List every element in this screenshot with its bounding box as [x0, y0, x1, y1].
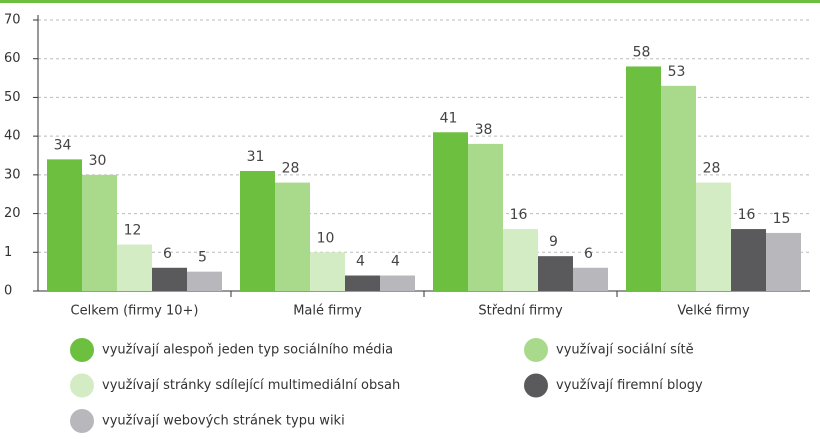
bar — [187, 271, 222, 291]
bar — [380, 275, 415, 291]
value-label: 10 — [317, 230, 335, 246]
bar — [468, 143, 503, 291]
x-tick-label: Malé firmy — [293, 304, 362, 319]
y-tick-label: 60 — [4, 51, 21, 66]
bar — [538, 256, 573, 291]
bar — [82, 174, 117, 291]
bar — [152, 267, 187, 291]
legend-label: využívají webových stránek typu wiki — [102, 414, 345, 429]
y-tick-label: 1 — [4, 245, 12, 260]
y-tick-label: 50 — [4, 90, 21, 105]
x-tick-label: Celkem (firmy 10+) — [71, 304, 199, 319]
legend-label: využívají stránky sdílející multimediáln… — [102, 378, 400, 393]
bar — [310, 252, 345, 291]
y-tick-label: 30 — [4, 167, 21, 182]
top-rule — [0, 0, 820, 3]
legend-swatch — [524, 373, 548, 398]
legend-swatch — [70, 373, 94, 398]
value-label: 53 — [668, 64, 686, 80]
value-label: 41 — [440, 110, 458, 126]
value-label: 30 — [89, 153, 107, 169]
bar — [240, 170, 275, 291]
value-label: 6 — [163, 246, 172, 262]
bar — [626, 66, 661, 291]
value-label: 5 — [198, 250, 207, 266]
value-label: 38 — [475, 122, 493, 138]
value-label: 31 — [247, 149, 265, 165]
value-label: 34 — [54, 137, 72, 153]
value-label: 58 — [633, 44, 651, 60]
bar — [433, 132, 468, 291]
legend-swatch — [70, 409, 94, 433]
y-tick-label: 40 — [4, 129, 21, 144]
value-label: 6 — [584, 246, 593, 262]
y-tick-label: 0 — [4, 284, 12, 299]
y-tick-label: 70 — [4, 13, 21, 28]
value-label: 28 — [282, 161, 300, 177]
value-label: 16 — [510, 207, 528, 223]
legend-swatch — [524, 338, 548, 362]
legend-label: využívají sociální sítě — [556, 343, 694, 358]
bar — [696, 182, 731, 291]
value-label: 4 — [356, 254, 365, 270]
y-tick-label: 20 — [4, 206, 21, 221]
value-label: 28 — [703, 161, 721, 177]
legend-swatch — [70, 338, 94, 362]
bar — [117, 244, 152, 291]
legend-label: využívají alespoň jeden typ sociálního m… — [102, 343, 393, 358]
x-tick-label: Střední firmy — [478, 304, 563, 319]
x-tick-label: Velké firmy — [677, 304, 750, 319]
value-label: 15 — [773, 211, 791, 227]
bar — [661, 85, 696, 291]
bar — [766, 232, 801, 291]
value-label: 16 — [738, 207, 756, 223]
value-label: 12 — [124, 223, 142, 239]
bar — [731, 229, 766, 291]
bar — [275, 182, 310, 291]
bar — [573, 267, 608, 291]
bar — [345, 275, 380, 291]
bar — [47, 159, 82, 291]
legend-label: využívají firemní blogy — [556, 378, 703, 393]
bar — [503, 229, 538, 291]
value-label: 9 — [549, 234, 558, 250]
value-label: 4 — [391, 254, 400, 270]
